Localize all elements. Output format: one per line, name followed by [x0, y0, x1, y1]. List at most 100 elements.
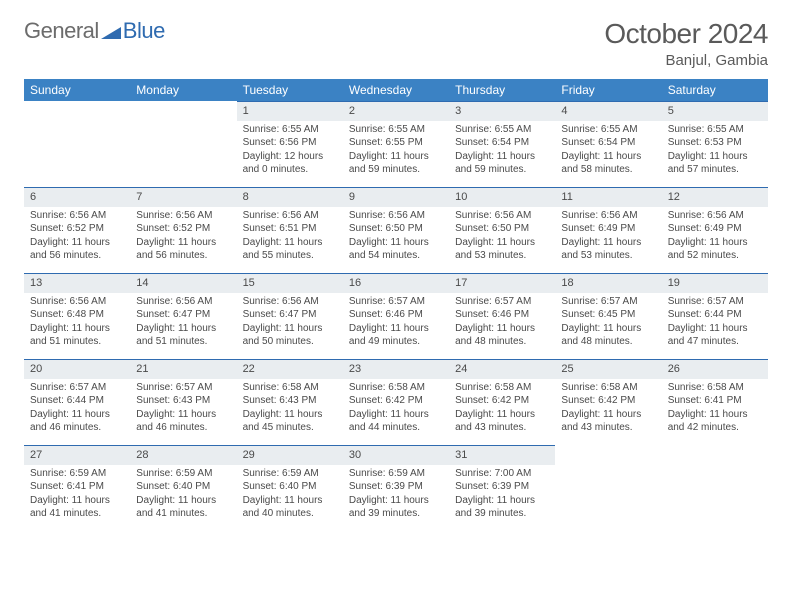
- daylight-line1: Daylight: 11 hours: [455, 494, 549, 508]
- sunrise-text: Sunrise: 6:56 AM: [243, 295, 337, 309]
- dow-header: Thursday: [449, 79, 555, 101]
- calendar-day-cell: 5Sunrise: 6:55 AMSunset: 6:53 PMDaylight…: [662, 101, 768, 187]
- sunrise-text: Sunrise: 6:57 AM: [30, 381, 124, 395]
- triangle-icon: [101, 23, 121, 39]
- month-title: October 2024: [604, 18, 768, 50]
- daylight-line2: and 43 minutes.: [455, 421, 549, 435]
- daylight-line2: and 59 minutes.: [455, 163, 549, 177]
- calendar-day-cell: 28Sunrise: 6:59 AMSunset: 6:40 PMDayligh…: [130, 445, 236, 531]
- daylight-line2: and 56 minutes.: [30, 249, 124, 263]
- daylight-line1: Daylight: 12 hours: [243, 150, 337, 164]
- day-details: Sunrise: 6:56 AMSunset: 6:49 PMDaylight:…: [555, 207, 661, 267]
- calendar-day-cell: 12Sunrise: 6:56 AMSunset: 6:49 PMDayligh…: [662, 187, 768, 273]
- day-number: 11: [555, 187, 661, 207]
- daylight-line1: Daylight: 11 hours: [30, 408, 124, 422]
- day-number: 14: [130, 273, 236, 293]
- calendar-day-cell: 23Sunrise: 6:58 AMSunset: 6:42 PMDayligh…: [343, 359, 449, 445]
- sunset-text: Sunset: 6:54 PM: [561, 136, 655, 150]
- sunset-text: Sunset: 6:54 PM: [455, 136, 549, 150]
- calendar-day-cell: 6Sunrise: 6:56 AMSunset: 6:52 PMDaylight…: [24, 187, 130, 273]
- daylight-line1: Daylight: 11 hours: [455, 408, 549, 422]
- calendar-day-cell: 26Sunrise: 6:58 AMSunset: 6:41 PMDayligh…: [662, 359, 768, 445]
- daylight-line1: Daylight: 11 hours: [455, 236, 549, 250]
- day-number: 24: [449, 359, 555, 379]
- sunrise-text: Sunrise: 6:56 AM: [30, 295, 124, 309]
- sunrise-text: Sunrise: 6:55 AM: [349, 123, 443, 137]
- sunset-text: Sunset: 6:42 PM: [561, 394, 655, 408]
- day-details: Sunrise: 6:57 AMSunset: 6:45 PMDaylight:…: [555, 293, 661, 353]
- day-number: 8: [237, 187, 343, 207]
- daylight-line1: Daylight: 11 hours: [561, 322, 655, 336]
- daylight-line1: Daylight: 11 hours: [136, 494, 230, 508]
- calendar-day-cell: 25Sunrise: 6:58 AMSunset: 6:42 PMDayligh…: [555, 359, 661, 445]
- sunset-text: Sunset: 6:41 PM: [668, 394, 762, 408]
- sunrise-text: Sunrise: 6:59 AM: [243, 467, 337, 481]
- calendar-day-cell: 3Sunrise: 6:55 AMSunset: 6:54 PMDaylight…: [449, 101, 555, 187]
- sunrise-text: Sunrise: 7:00 AM: [455, 467, 549, 481]
- brand-logo: General Blue: [24, 18, 165, 44]
- day-number: 29: [237, 445, 343, 465]
- daylight-line1: Daylight: 11 hours: [136, 236, 230, 250]
- day-number: 27: [24, 445, 130, 465]
- daylight-line1: Daylight: 11 hours: [455, 322, 549, 336]
- daylight-line2: and 49 minutes.: [349, 335, 443, 349]
- calendar-day-cell: 29Sunrise: 6:59 AMSunset: 6:40 PMDayligh…: [237, 445, 343, 531]
- daylight-line1: Daylight: 11 hours: [455, 150, 549, 164]
- calendar-day-cell: 14Sunrise: 6:56 AMSunset: 6:47 PMDayligh…: [130, 273, 236, 359]
- day-number: 26: [662, 359, 768, 379]
- day-details: Sunrise: 6:55 AMSunset: 6:55 PMDaylight:…: [343, 121, 449, 181]
- daylight-line1: Daylight: 11 hours: [30, 322, 124, 336]
- daylight-line2: and 43 minutes.: [561, 421, 655, 435]
- daylight-line2: and 53 minutes.: [455, 249, 549, 263]
- daylight-line1: Daylight: 11 hours: [561, 408, 655, 422]
- sunset-text: Sunset: 6:49 PM: [668, 222, 762, 236]
- sunset-text: Sunset: 6:43 PM: [243, 394, 337, 408]
- sunset-text: Sunset: 6:52 PM: [30, 222, 124, 236]
- daylight-line2: and 51 minutes.: [136, 335, 230, 349]
- sunset-text: Sunset: 6:41 PM: [30, 480, 124, 494]
- calendar-day-cell: 27Sunrise: 6:59 AMSunset: 6:41 PMDayligh…: [24, 445, 130, 531]
- calendar-day-cell: 21Sunrise: 6:57 AMSunset: 6:43 PMDayligh…: [130, 359, 236, 445]
- day-details: Sunrise: 6:55 AMSunset: 6:56 PMDaylight:…: [237, 121, 343, 181]
- dow-header: Friday: [555, 79, 661, 101]
- sunset-text: Sunset: 6:56 PM: [243, 136, 337, 150]
- sunset-text: Sunset: 6:42 PM: [349, 394, 443, 408]
- dow-header: Sunday: [24, 79, 130, 101]
- sunrise-text: Sunrise: 6:58 AM: [243, 381, 337, 395]
- sunrise-text: Sunrise: 6:56 AM: [349, 209, 443, 223]
- sunrise-text: Sunrise: 6:57 AM: [668, 295, 762, 309]
- daylight-line2: and 53 minutes.: [561, 249, 655, 263]
- sunrise-text: Sunrise: 6:58 AM: [349, 381, 443, 395]
- sunrise-text: Sunrise: 6:56 AM: [561, 209, 655, 223]
- calendar-day-cell: 20Sunrise: 6:57 AMSunset: 6:44 PMDayligh…: [24, 359, 130, 445]
- sunset-text: Sunset: 6:47 PM: [136, 308, 230, 322]
- dow-header: Tuesday: [237, 79, 343, 101]
- day-details: Sunrise: 6:58 AMSunset: 6:43 PMDaylight:…: [237, 379, 343, 439]
- day-number: 10: [449, 187, 555, 207]
- daylight-line2: and 39 minutes.: [455, 507, 549, 521]
- sunset-text: Sunset: 6:39 PM: [349, 480, 443, 494]
- daylight-line2: and 42 minutes.: [668, 421, 762, 435]
- day-details: Sunrise: 6:59 AMSunset: 6:41 PMDaylight:…: [24, 465, 130, 525]
- day-number: 6: [24, 187, 130, 207]
- daylight-line2: and 48 minutes.: [561, 335, 655, 349]
- day-details: Sunrise: 6:56 AMSunset: 6:49 PMDaylight:…: [662, 207, 768, 267]
- sunset-text: Sunset: 6:42 PM: [455, 394, 549, 408]
- header-row: General Blue October 2024 Banjul, Gambia: [24, 18, 768, 69]
- daylight-line2: and 57 minutes.: [668, 163, 762, 177]
- sunrise-text: Sunrise: 6:55 AM: [668, 123, 762, 137]
- daylight-line2: and 41 minutes.: [30, 507, 124, 521]
- calendar-week-row: 13Sunrise: 6:56 AMSunset: 6:48 PMDayligh…: [24, 273, 768, 359]
- day-number: 18: [555, 273, 661, 293]
- daylight-line2: and 48 minutes.: [455, 335, 549, 349]
- day-details: Sunrise: 6:58 AMSunset: 6:42 PMDaylight:…: [343, 379, 449, 439]
- daylight-line2: and 51 minutes.: [30, 335, 124, 349]
- sunset-text: Sunset: 6:39 PM: [455, 480, 549, 494]
- calendar-day-cell: 10Sunrise: 6:56 AMSunset: 6:50 PMDayligh…: [449, 187, 555, 273]
- sunrise-text: Sunrise: 6:56 AM: [136, 209, 230, 223]
- sunset-text: Sunset: 6:44 PM: [668, 308, 762, 322]
- day-details: Sunrise: 6:56 AMSunset: 6:51 PMDaylight:…: [237, 207, 343, 267]
- sunset-text: Sunset: 6:50 PM: [349, 222, 443, 236]
- day-details: Sunrise: 6:56 AMSunset: 6:50 PMDaylight:…: [449, 207, 555, 267]
- daylight-line2: and 46 minutes.: [30, 421, 124, 435]
